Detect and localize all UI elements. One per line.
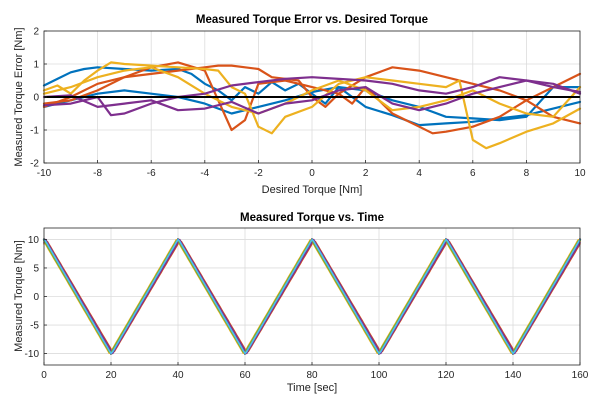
y-tick-label: 10	[28, 235, 40, 246]
y-tick-label: -2	[30, 159, 39, 170]
error-series-5	[42, 61, 582, 150]
top-plot-x-ticks: -10 -8 -6 -4 -2 0 2 4 6 8 10	[37, 160, 586, 179]
x-tick-label: 0	[309, 168, 315, 179]
bottom-plot-y-axis-label: Measured Torque [Nm]	[13, 240, 25, 352]
top-plot-x-axis-label: Desired Torque [Nm]	[262, 184, 363, 196]
error-series-8	[42, 79, 582, 115]
y-tick-label: -5	[30, 321, 39, 332]
bottom-plot-grid	[43, 228, 581, 365]
y-tick-label: 0	[33, 292, 39, 303]
x-tick-label: 100	[371, 370, 388, 381]
bottom-plot-x-ticks: 0 20 40 60 80 100 120 140 160	[41, 362, 589, 381]
top-plot-series	[42, 61, 582, 150]
x-tick-label: -8	[93, 168, 102, 179]
bottom-plot-series	[42, 238, 582, 355]
x-tick-label: 140	[505, 370, 522, 381]
x-tick-label: 120	[438, 370, 455, 381]
error-series-4	[42, 61, 582, 132]
x-tick-label: 40	[172, 370, 184, 381]
torque-series-7	[43, 238, 581, 355]
top-plot-title: Measured Torque Error vs. Desired Torque	[196, 14, 428, 26]
bottom-plot: Measured Torque vs. Time 0 20 40 60 80 100 120…	[13, 212, 589, 394]
top-plot-y-ticks: -2 -1 0 1 2	[30, 27, 47, 170]
bottom-plot-y-ticks: -10 -5 0 5 10	[25, 235, 47, 360]
error-series-6	[42, 66, 582, 118]
x-tick-label: 60	[239, 370, 251, 381]
error-series-1	[42, 66, 582, 127]
x-tick-label: 2	[363, 168, 369, 179]
x-tick-label: -2	[254, 168, 263, 179]
top-plot: Measured Torque Error vs. Desired Torque…	[13, 14, 586, 196]
bottom-plot-x-axis-label: Time [sec]	[287, 382, 337, 394]
x-tick-label: 6	[470, 168, 476, 179]
y-tick-label: 0	[33, 93, 39, 104]
y-tick-label: 5	[33, 263, 39, 274]
x-tick-label: 80	[306, 370, 318, 381]
y-tick-label: -10	[25, 349, 40, 360]
torque-series-5	[43, 238, 581, 355]
x-tick-label: 4	[416, 168, 422, 179]
x-tick-label: 10	[574, 168, 586, 179]
x-tick-label: 20	[105, 370, 117, 381]
error-series-7	[42, 76, 582, 117]
y-tick-label: 1	[33, 60, 39, 71]
y-tick-label: 2	[33, 27, 39, 38]
x-tick-label: 8	[524, 168, 530, 179]
x-tick-label: 0	[41, 370, 47, 381]
y-tick-label: -1	[30, 126, 39, 137]
x-tick-label: -4	[200, 168, 209, 179]
bottom-plot-title: Measured Torque vs. Time	[240, 212, 384, 224]
x-tick-label: -6	[147, 168, 156, 179]
x-tick-label: -10	[37, 168, 52, 179]
top-plot-y-axis-label: Measured Torque Error [Nm]	[13, 27, 25, 166]
x-tick-label: 160	[572, 370, 589, 381]
